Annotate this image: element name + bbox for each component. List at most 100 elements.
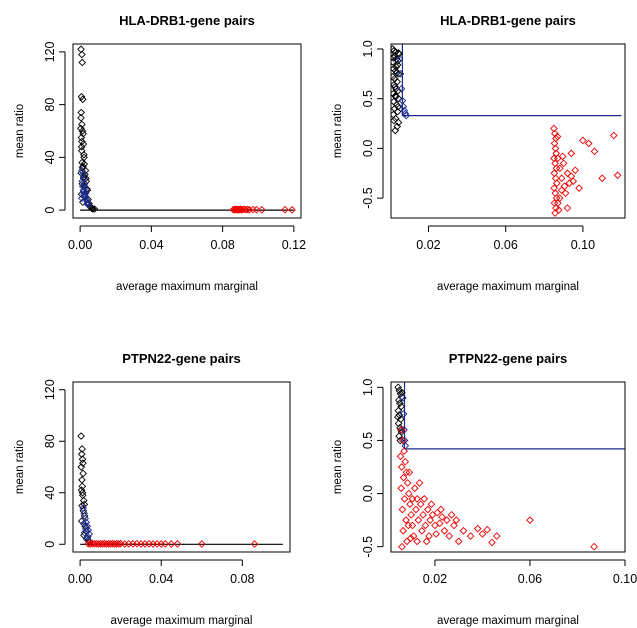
data-point-series-2: [257, 205, 266, 214]
data-point-series-0: [394, 57, 402, 65]
data-point-series-1: [399, 394, 407, 402]
data-point-series-2: [403, 537, 411, 546]
data-point-series-0: [391, 82, 399, 91]
x-axis-label: average maximum marginal: [437, 615, 579, 627]
x-tick-label: 0.12: [282, 238, 306, 252]
data-point-series-2: [442, 516, 451, 524]
data-point-series-0: [80, 150, 88, 159]
x-axis-label: average maximum marginal: [111, 615, 253, 627]
plot-frame: [72, 43, 302, 219]
data-point-series-0: [78, 137, 86, 146]
data-point-series-0: [78, 120, 86, 129]
y-axis-label: mean ratio: [14, 104, 26, 158]
y-tick-label: 0.5: [361, 432, 375, 449]
data-point-series-2: [398, 505, 407, 514]
data-point-series-2: [575, 184, 583, 193]
data-point-series-0: [78, 58, 87, 67]
data-point-series-2: [423, 505, 432, 514]
data-point-series-2: [526, 516, 534, 524]
data-point-series-2: [492, 532, 501, 540]
data-point-series-2: [551, 144, 560, 153]
data-point-series-2: [396, 452, 405, 461]
data-point-series-0: [391, 91, 400, 100]
panel-ptpn22-zoom: PTPN22-gene pairs average maximum margina…: [332, 351, 637, 627]
data-point-series-0: [394, 413, 402, 421]
data-point-series-0: [79, 129, 87, 138]
y-tick-label: 1.0: [361, 40, 375, 57]
panel-ptpn22-full: PTPN22-gene pairs average maximum margina…: [14, 351, 291, 627]
data-point-series-2: [409, 532, 418, 540]
x-tick-label: 0.06: [494, 238, 518, 252]
data-point-series-2: [483, 525, 492, 534]
y-tick-label: 0: [43, 207, 57, 214]
x-tick-label: 0.02: [416, 238, 440, 252]
data-point-series-2: [425, 532, 433, 540]
y-tick-label: 120: [43, 41, 57, 62]
chart-title: PTPN22-gene pairs: [122, 351, 241, 366]
data-point-series-0: [393, 61, 402, 69]
data-point-series-2: [401, 457, 410, 466]
data-point-series-2: [445, 532, 454, 540]
data-point-series-2: [555, 194, 564, 202]
data-point-series-2: [613, 171, 622, 180]
data-point-series-2: [400, 495, 409, 503]
data-point-series-2: [397, 463, 406, 471]
data-point-series-1: [396, 69, 405, 78]
data-point-series-2: [161, 540, 170, 548]
data-point-series-2: [418, 526, 426, 535]
data-point-series-2: [557, 186, 566, 194]
data-point-series-2: [415, 479, 424, 487]
data-point-series-0: [78, 488, 87, 497]
x-tick-label: 0.06: [518, 572, 542, 586]
data-point-series-0: [79, 140, 88, 149]
data-point-series-2: [553, 199, 562, 207]
data-point-series-2: [404, 489, 413, 498]
data-point-series-0: [397, 425, 405, 434]
data-point-series-1: [83, 199, 92, 208]
data-point-series-2: [432, 530, 440, 538]
data-point-series-2: [250, 540, 259, 548]
data-point-series-2: [404, 521, 413, 530]
data-point-series-2: [245, 205, 254, 214]
x-tick-label: 0.04: [149, 572, 173, 586]
data-point-series-2: [478, 530, 487, 538]
x-tick-label: 0.08: [210, 238, 234, 252]
y-tick-label: -0.5: [361, 187, 375, 209]
data-point-series-2: [281, 205, 289, 214]
chart-title: HLA-DRB1-gene pairs: [119, 13, 255, 28]
data-point-series-2: [437, 505, 445, 514]
data-point-series-2: [422, 537, 431, 546]
data-point-series-0: [78, 476, 86, 484]
reference-line-0: [401, 44, 622, 117]
data-point-series-1: [81, 189, 90, 197]
y-tick-label: 0.0: [361, 485, 375, 502]
data-point-series-2: [412, 505, 420, 514]
data-point-series-0: [395, 399, 404, 408]
data-point-series-1: [83, 532, 92, 541]
plot-data: [77, 45, 296, 214]
data-point-series-1: [397, 84, 406, 93]
data-point-series-2: [427, 500, 436, 509]
data-point-series-2: [243, 205, 252, 214]
data-point-series-0: [394, 419, 403, 428]
data-point-series-2: [569, 177, 578, 186]
data-point-series-2: [413, 495, 421, 503]
data-point-series-0: [78, 127, 87, 135]
data-point-series-2: [419, 510, 427, 519]
data-point-series-2: [584, 139, 593, 148]
data-point-series-2: [405, 468, 414, 477]
x-tick-label: 0.00: [68, 238, 92, 252]
data-point-series-2: [413, 537, 421, 546]
x-tick-label: 0.02: [423, 572, 447, 586]
data-point-series-2: [554, 206, 563, 214]
data-point-series-2: [407, 510, 416, 519]
data-point-series-2: [399, 436, 407, 445]
data-point-series-2: [408, 521, 417, 530]
x-tick-label: 0.10: [571, 238, 595, 252]
data-point-series-0: [77, 124, 85, 133]
data-point-series-2: [167, 540, 176, 548]
data-point-series-1: [78, 166, 86, 175]
data-point-series-0: [77, 113, 85, 122]
data-point-series-2: [406, 534, 415, 543]
data-point-series-0: [391, 116, 398, 125]
